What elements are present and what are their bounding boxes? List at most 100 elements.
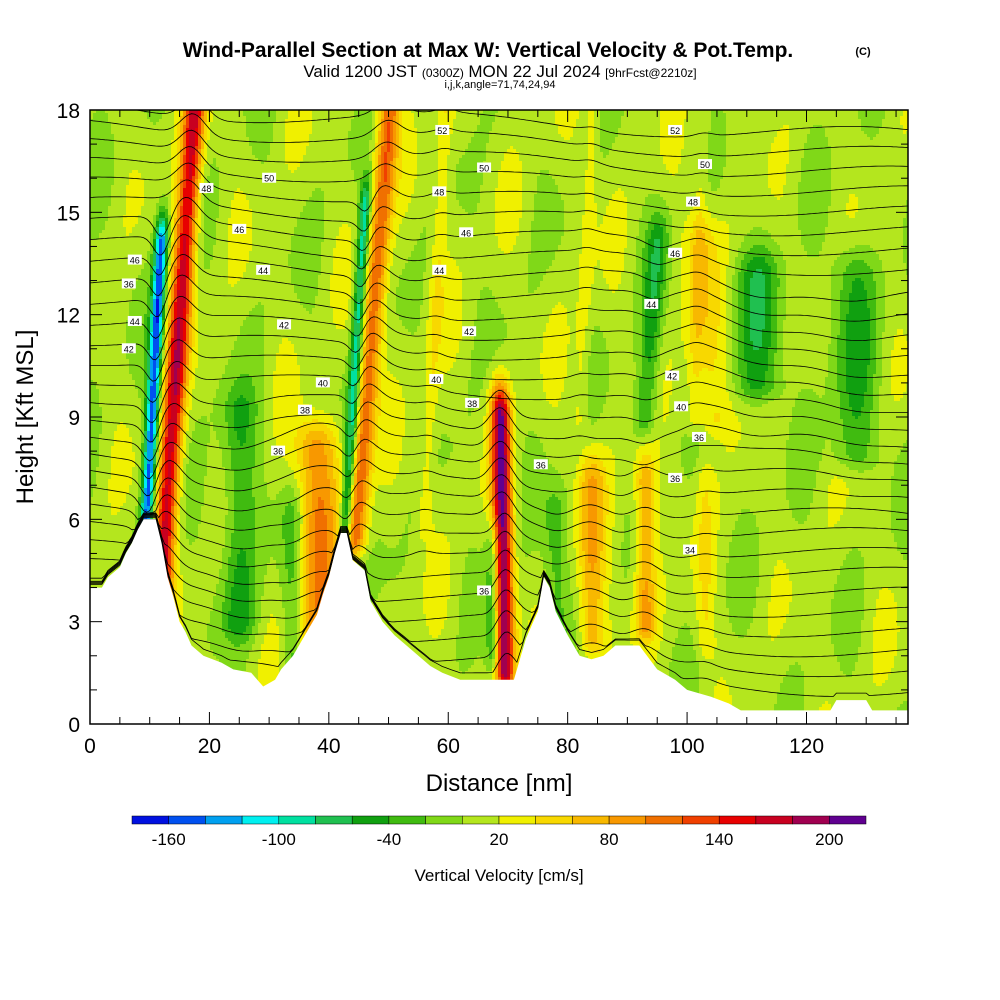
velocity-cell <box>774 161 777 164</box>
velocity-cell <box>519 137 522 140</box>
velocity-cell <box>603 116 606 119</box>
velocity-cell <box>747 113 750 116</box>
velocity-cell <box>192 137 195 140</box>
velocity-cell <box>396 152 399 155</box>
velocity-cell <box>201 125 204 128</box>
velocity-cell <box>843 152 846 155</box>
velocity-cell <box>519 143 522 146</box>
velocity-cell <box>252 149 255 152</box>
velocity-cell <box>852 149 855 152</box>
velocity-cell <box>420 137 423 140</box>
velocity-cell <box>771 161 774 164</box>
velocity-cell <box>519 122 522 125</box>
velocity-cell <box>138 119 141 122</box>
velocity-cell <box>99 152 102 155</box>
velocity-cell <box>105 161 108 164</box>
velocity-cell <box>897 125 900 128</box>
velocity-cell <box>669 116 672 119</box>
velocity-cell <box>564 134 567 137</box>
velocity-cell <box>807 158 810 161</box>
velocity-cell <box>465 161 468 164</box>
velocity-cell <box>498 161 501 164</box>
velocity-cell <box>636 155 639 158</box>
velocity-cell <box>93 116 96 119</box>
velocity-cell <box>246 134 249 137</box>
velocity-cell <box>294 161 297 164</box>
velocity-cell <box>726 152 729 155</box>
velocity-cell <box>837 146 840 149</box>
velocity-cell <box>378 140 381 143</box>
velocity-cell <box>399 143 402 146</box>
velocity-cell <box>510 128 513 131</box>
velocity-cell <box>372 119 375 122</box>
velocity-cell <box>876 131 879 134</box>
velocity-cell <box>456 158 459 161</box>
velocity-cell <box>693 122 696 125</box>
velocity-cell <box>846 140 849 143</box>
velocity-cell <box>813 113 816 116</box>
velocity-cell <box>138 116 141 119</box>
velocity-cell <box>801 140 804 143</box>
velocity-cell <box>186 152 189 155</box>
velocity-cell <box>663 158 666 161</box>
velocity-cell <box>888 131 891 134</box>
velocity-cell <box>465 122 468 125</box>
velocity-cell <box>810 140 813 143</box>
velocity-cell <box>585 134 588 137</box>
velocity-cell <box>801 143 804 146</box>
velocity-cell <box>843 155 846 158</box>
velocity-cell <box>474 161 477 164</box>
velocity-cell <box>165 125 168 128</box>
velocity-cell <box>294 143 297 146</box>
velocity-cell <box>330 143 333 146</box>
velocity-cell <box>105 134 108 137</box>
velocity-cell <box>270 164 273 167</box>
velocity-cell <box>714 128 717 131</box>
velocity-cell <box>342 149 345 152</box>
velocity-cell <box>876 122 879 125</box>
velocity-cell <box>276 113 279 116</box>
velocity-cell <box>135 113 138 116</box>
velocity-cell <box>111 116 114 119</box>
velocity-cell <box>312 143 315 146</box>
velocity-cell <box>225 152 228 155</box>
velocity-cell <box>135 122 138 125</box>
velocity-cell <box>645 155 648 158</box>
velocity-cell <box>528 131 531 134</box>
velocity-cell <box>495 134 498 137</box>
velocity-cell <box>288 164 291 167</box>
velocity-cell <box>483 128 486 131</box>
velocity-cell <box>336 113 339 116</box>
velocity-cell <box>618 128 621 131</box>
velocity-cell <box>516 146 519 149</box>
velocity-cell <box>366 143 369 146</box>
velocity-cell <box>546 113 549 116</box>
velocity-cell <box>519 125 522 128</box>
velocity-cell <box>507 155 510 158</box>
velocity-cell <box>99 161 102 164</box>
velocity-cell <box>708 119 711 122</box>
velocity-cell <box>120 164 123 167</box>
velocity-cell <box>681 149 684 152</box>
velocity-cell <box>669 146 672 149</box>
velocity-cell <box>129 161 132 164</box>
velocity-cell <box>663 143 666 146</box>
velocity-cell <box>231 134 234 137</box>
velocity-cell <box>315 128 318 131</box>
velocity-cell <box>318 155 321 158</box>
velocity-cell <box>480 137 483 140</box>
velocity-cell <box>267 137 270 140</box>
velocity-cell <box>195 143 198 146</box>
velocity-cell <box>591 128 594 131</box>
velocity-cell <box>591 134 594 137</box>
velocity-cell <box>414 116 417 119</box>
velocity-cell <box>300 125 303 128</box>
velocity-cell <box>132 119 135 122</box>
velocity-cell <box>312 152 315 155</box>
velocity-cell <box>438 140 441 143</box>
velocity-cell <box>552 128 555 131</box>
velocity-cell <box>486 140 489 143</box>
velocity-cell <box>120 155 123 158</box>
velocity-cell <box>780 113 783 116</box>
velocity-cell <box>591 119 594 122</box>
